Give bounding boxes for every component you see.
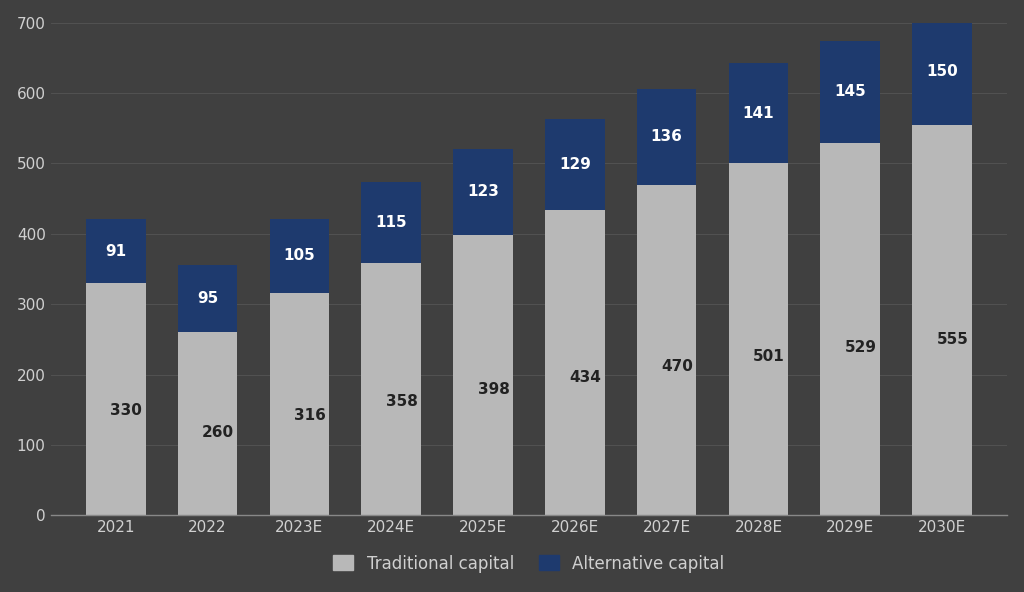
Text: 105: 105: [284, 249, 315, 263]
Bar: [86, 283, 145, 515]
Text: 95: 95: [197, 291, 218, 307]
Bar: [729, 63, 788, 163]
Text: 316: 316: [294, 408, 326, 423]
Text: 555: 555: [937, 332, 969, 347]
Bar: [820, 143, 880, 515]
Text: 470: 470: [662, 359, 693, 374]
Text: 141: 141: [742, 105, 774, 121]
Text: 260: 260: [202, 426, 234, 440]
Bar: [269, 219, 330, 293]
Text: 150: 150: [926, 65, 957, 79]
Bar: [361, 182, 421, 263]
Bar: [86, 219, 145, 283]
Bar: [454, 235, 513, 515]
Bar: [820, 41, 880, 143]
Bar: [269, 293, 330, 515]
Text: 115: 115: [376, 215, 407, 230]
Text: 145: 145: [835, 85, 866, 99]
Text: 129: 129: [559, 157, 591, 172]
Text: 136: 136: [650, 129, 683, 144]
Bar: [637, 185, 696, 515]
Text: 358: 358: [386, 394, 418, 410]
Text: 398: 398: [477, 382, 509, 397]
Bar: [178, 265, 238, 332]
Text: 91: 91: [105, 243, 126, 259]
Bar: [361, 263, 421, 515]
Bar: [454, 149, 513, 235]
Bar: [545, 210, 604, 515]
Text: 501: 501: [753, 349, 784, 364]
Text: 434: 434: [569, 371, 601, 385]
Bar: [637, 89, 696, 185]
Bar: [912, 125, 972, 515]
Bar: [912, 19, 972, 125]
Bar: [545, 119, 604, 210]
Bar: [729, 163, 788, 515]
Legend: Traditional capital, Alternative capital: Traditional capital, Alternative capital: [325, 546, 733, 581]
Text: 123: 123: [467, 185, 499, 200]
Text: 529: 529: [845, 340, 877, 355]
Text: 330: 330: [111, 403, 142, 419]
Bar: [178, 332, 238, 515]
